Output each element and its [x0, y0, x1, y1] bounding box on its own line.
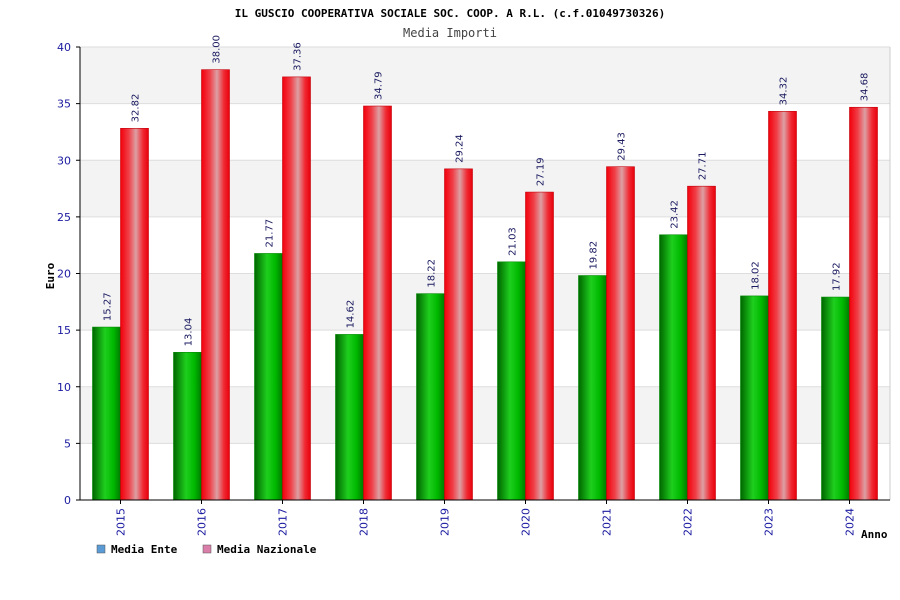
- media-nazionale-bar: [444, 168, 473, 501]
- media-nazionale-bar: [201, 69, 230, 501]
- chart-subtitle: Media Importi: [403, 26, 497, 40]
- data-label: 19.82: [589, 241, 600, 270]
- x-tick-label: 2015: [115, 508, 128, 536]
- legend: Media Ente Media Nazionale: [96, 543, 317, 556]
- media-ente-bar: [254, 253, 283, 501]
- bars: [92, 69, 878, 501]
- x-axis: 2015 2016 2017 2018 2019 2020 2021 2022 2023 2024: [80, 499, 890, 536]
- x-tick-label: 2023: [763, 508, 776, 536]
- data-label: 13.04: [184, 318, 195, 347]
- data-label: 23.42: [670, 200, 681, 229]
- y-axis-label: Euro: [44, 262, 57, 289]
- x-tick-label: 2024: [844, 508, 857, 536]
- y-tick-label: 30: [57, 154, 71, 167]
- data-label: 29.43: [617, 132, 628, 161]
- x-tick-label: 2016: [196, 508, 209, 536]
- y-tick-label: 35: [57, 98, 71, 111]
- y-tick-label: 0: [64, 494, 71, 507]
- legend-label-media-nazionale: Media Nazionale: [217, 543, 317, 556]
- y-tick-label: 25: [57, 211, 71, 224]
- media-nazionale-bar: [768, 111, 797, 501]
- data-label: 34.79: [374, 71, 385, 100]
- x-tick-label: 2020: [520, 508, 533, 536]
- media-ente-bar: [92, 326, 121, 501]
- data-label: 32.82: [131, 94, 142, 123]
- legend-label-media-ente: Media Ente: [111, 543, 178, 556]
- media-ente-bar: [416, 293, 445, 501]
- data-label: 14.62: [346, 300, 357, 329]
- data-label: 18.22: [427, 259, 438, 288]
- media-nazionale-bar: [687, 185, 716, 501]
- media-ente-bar: [497, 261, 526, 501]
- data-label: 37.36: [293, 42, 304, 71]
- data-label: 34.68: [860, 73, 871, 102]
- data-label: 34.32: [779, 77, 790, 106]
- y-axis: 0 5 10 15 20 25 30 35 40: [57, 41, 891, 507]
- media-ente-bar: [659, 234, 688, 501]
- x-tick-label: 2019: [439, 508, 452, 536]
- media-nazionale-bar: [525, 191, 554, 501]
- y-tick-label: 15: [57, 324, 71, 337]
- x-axis-label: Anno: [861, 528, 888, 541]
- data-label: 15.27: [103, 292, 114, 321]
- data-label: 27.19: [536, 157, 547, 186]
- data-label: 21.77: [265, 219, 276, 248]
- data-label: 29.24: [455, 134, 466, 163]
- y-tick-label: 10: [57, 381, 71, 394]
- chart-title: IL GUSCIO COOPERATIVA SOCIALE SOC. COOP.…: [235, 7, 665, 20]
- legend-swatch-media-nazionale: [202, 544, 212, 554]
- x-tick-label: 2017: [277, 508, 290, 536]
- media-ente-bar: [740, 295, 769, 501]
- media-nazionale-bar: [282, 76, 311, 501]
- data-label: 17.92: [832, 262, 843, 291]
- media-ente-bar: [173, 352, 202, 501]
- x-tick-label: 2018: [358, 508, 371, 536]
- data-label: 38.00: [212, 35, 223, 64]
- data-label: 27.71: [698, 152, 709, 181]
- x-tick-label: 2021: [601, 508, 614, 536]
- media-nazionale-bar: [363, 105, 392, 501]
- media-nazionale-bar: [606, 166, 635, 501]
- y-tick-label: 20: [57, 268, 71, 281]
- data-label: 21.03: [508, 227, 519, 256]
- data-labels: 15.27 32.82 13.04 38.00 21.77 37.36 14.62 34.79…: [103, 35, 871, 346]
- media-nazionale-bar: [120, 128, 149, 501]
- y-tick-label: 40: [57, 41, 71, 54]
- media-nazionale-bar: [849, 106, 878, 501]
- media-ente-bar: [335, 334, 364, 501]
- legend-swatch-media-ente: [96, 544, 106, 554]
- data-label: 18.02: [751, 261, 762, 290]
- media-ente-bar: [821, 296, 850, 501]
- x-tick-label: 2022: [682, 508, 695, 536]
- y-tick-label: 5: [64, 437, 71, 450]
- media-ente-bar: [578, 275, 607, 501]
